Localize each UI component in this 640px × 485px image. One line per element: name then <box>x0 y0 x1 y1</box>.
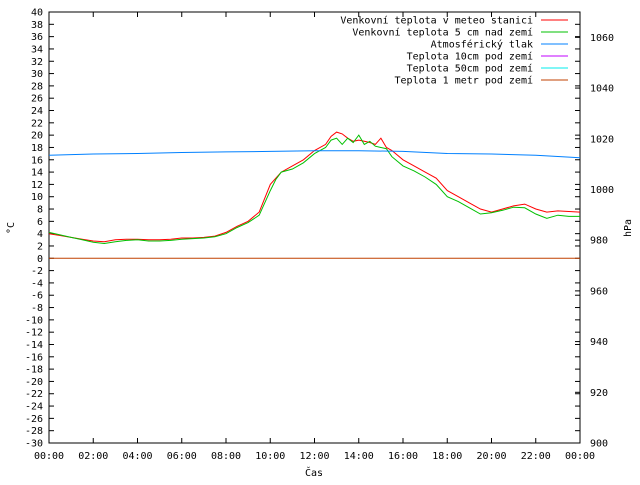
y-tick-label: 12 <box>31 180 43 191</box>
y-tick-label: 30 <box>31 69 43 80</box>
y2-tick-label: 1020 <box>590 134 614 145</box>
legend-label: Venkovní teplota 5 cm nad zemí <box>352 27 533 39</box>
y2-tick-label: 1040 <box>590 84 614 95</box>
x-tick-label: 18:00 <box>432 451 462 462</box>
x-axis-ticks: 00:00 02:00 04:00 06:00 08:00 10:00 12:00 14:00… <box>34 12 595 462</box>
y-tick-label: 20 <box>31 131 43 142</box>
y-tick-label: -16 <box>25 352 43 363</box>
y-tick-label: -6 <box>31 291 43 302</box>
y2-tick-label: 1060 <box>590 33 614 44</box>
x-tick-label: 06:00 <box>167 451 197 462</box>
x-tick-label: 20:00 <box>476 451 506 462</box>
legend-label: Teplota 10cm pod zemí <box>407 51 533 63</box>
x-axis-label: Čas <box>305 466 323 479</box>
y-tick-label: -10 <box>25 315 43 326</box>
y-tick-label: 36 <box>31 32 43 43</box>
y-tick-label: 6 <box>37 217 43 228</box>
x-tick-label: 00:00 <box>34 451 64 462</box>
y-tick-label: 40 <box>31 8 43 19</box>
y2-tick-label: 920 <box>590 388 608 399</box>
x-tick-label: 12:00 <box>299 451 329 462</box>
y-tick-label: -8 <box>31 303 43 314</box>
y-tick-label: 10 <box>31 192 43 203</box>
y-tick-label: -30 <box>25 439 43 450</box>
legend: Venkovní teplota v meteo staniciVenkovní… <box>340 15 568 87</box>
y2-axis-label: hPa <box>623 219 634 237</box>
y-tick-label: -28 <box>25 426 43 437</box>
legend-label: Venkovní teplota v meteo stanici <box>340 15 533 27</box>
y-tick-label: 32 <box>31 57 43 68</box>
series-line-0 <box>48 131 581 243</box>
y-tick-label: 14 <box>31 168 43 179</box>
y2-tick-label: 940 <box>590 337 608 348</box>
x-tick-label: 02:00 <box>78 451 108 462</box>
y2-tick-label: 980 <box>590 236 608 247</box>
y-tick-label: 8 <box>37 205 43 216</box>
y-tick-label: -14 <box>25 340 43 351</box>
y-tick-label: -20 <box>25 377 43 388</box>
y2-axis-ticks: 1060 1040 1020 1000 980 960 940 920 900 <box>575 33 614 450</box>
series-line-1 <box>48 134 580 245</box>
y2-tick-label: 900 <box>590 439 608 450</box>
y-tick-label: 22 <box>31 118 43 129</box>
y-tick-label: 4 <box>37 229 43 240</box>
y-axis-label: °C <box>6 222 17 234</box>
x-tick-label: 04:00 <box>122 451 152 462</box>
y-axis-ticks: 4038363432302826242220181614121086420-2-… <box>25 8 580 450</box>
x-tick-label: 08:00 <box>211 451 241 462</box>
y-tick-label: -22 <box>25 389 43 400</box>
y-tick-label: -26 <box>25 414 43 425</box>
x-tick-label: 16:00 <box>388 451 418 462</box>
y2-tick-label: 960 <box>590 286 608 297</box>
series-layer <box>48 131 581 259</box>
y-tick-label: 24 <box>31 106 43 117</box>
y-tick-label: 18 <box>31 143 43 154</box>
y-tick-label: 0 <box>37 254 43 265</box>
x-tick-label: 10:00 <box>255 451 285 462</box>
series-line-2 <box>48 150 581 159</box>
y-tick-label: 16 <box>31 155 43 166</box>
legend-label: Teplota 1 metr pod zemí <box>395 75 533 87</box>
y-tick-label: -24 <box>25 402 43 413</box>
y-tick-label: -2 <box>31 266 43 277</box>
x-tick-label: 14:00 <box>344 451 374 462</box>
y-tick-label: 2 <box>37 241 43 252</box>
legend-label: Atmosférický tlak <box>431 39 533 51</box>
y-tick-label: -12 <box>25 328 43 339</box>
x-tick-label: 00:00 <box>565 451 595 462</box>
y-tick-label: 26 <box>31 94 43 105</box>
legend-label: Teplota 50cm pod zemí <box>407 63 533 75</box>
y-tick-label: 38 <box>31 20 43 31</box>
y2-tick-label: 1000 <box>590 185 614 196</box>
y-tick-label: -18 <box>25 365 43 376</box>
y-tick-label: 28 <box>31 81 43 92</box>
y-tick-label: -4 <box>31 278 43 289</box>
y-tick-label: 34 <box>31 44 43 55</box>
x-tick-label: 22:00 <box>521 451 551 462</box>
